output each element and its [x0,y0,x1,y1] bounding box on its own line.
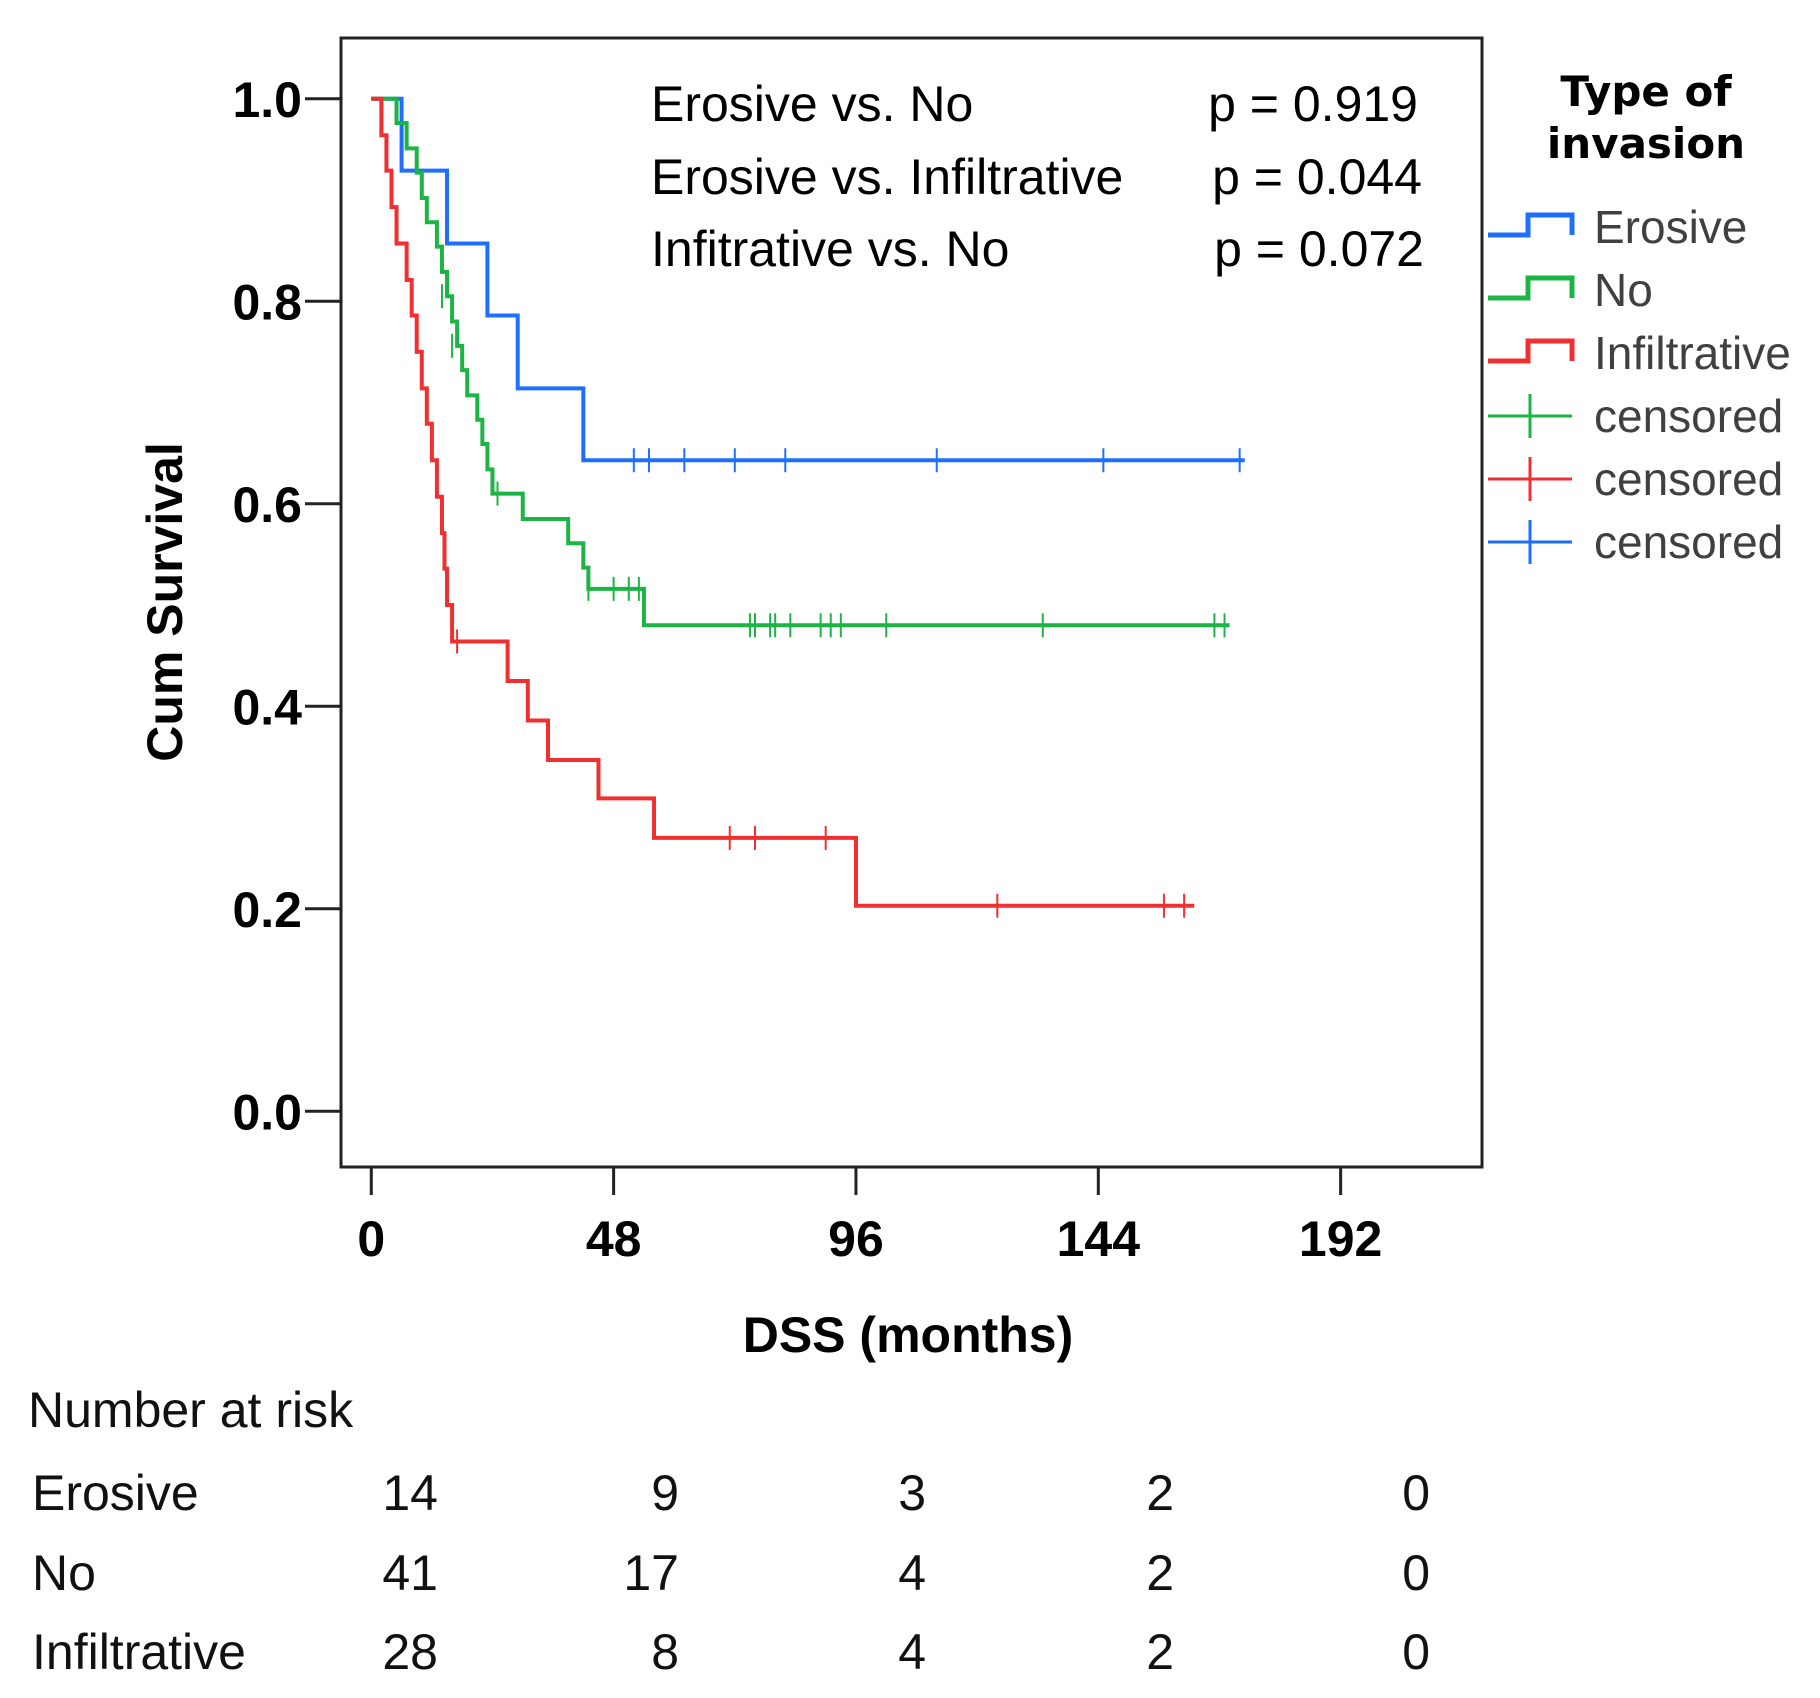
legend-label: censored [1594,516,1783,568]
annotation-p-value: p = 0.919 [1208,76,1418,132]
survival-curves [371,96,1245,908]
annotation-comparison: Erosive vs. No [651,76,973,132]
x-tick-label: 192 [1299,1211,1382,1267]
legend-label: censored [1594,453,1783,505]
legend-label: Erosive [1594,201,1747,253]
legend: Type of invasion Erosive No Infiltrative ce… [1488,67,1791,568]
legend-step-swatch [1488,212,1575,238]
p-value-annotations: Erosive vs. No p = 0.919 Erosive vs. Inf… [651,76,1424,277]
legend-step-swatch [1488,275,1575,301]
annotation-p-value: p = 0.072 [1214,221,1424,277]
annotation-comparison: Infitrative vs. No [651,221,1009,277]
y-tick-label: 0.4 [232,679,302,735]
x-tick-label: 48 [586,1211,642,1267]
legend-entry: censored [1488,453,1783,505]
legend-title-line2: invasion [1547,119,1745,168]
y-axis-label: Cum Survival [137,442,193,762]
legend-entry: No [1488,264,1653,316]
legend-label: censored [1594,390,1783,442]
legend-label: Infiltrative [1594,327,1791,379]
curve-no [371,96,1230,628]
y-tick-label: 0.6 [232,477,302,533]
annotation-comparison: Erosive vs. Infiltrative [651,149,1123,205]
plot-frame [339,36,1484,1169]
x-axis-label: DSS (months) [743,1307,1074,1363]
x-tick-label: 0 [357,1211,385,1267]
axis-ticks: 0 48 96 144 192 0.0 0.2 0.4 0.6 0.8 1.0 [232,72,1382,1267]
legend-label: No [1594,264,1653,316]
censor-marks [440,284,1241,918]
legend-entry: censored [1488,516,1783,568]
curve-infiltrative [371,96,1195,908]
annotation-p-value: p = 0.044 [1212,149,1422,205]
y-tick-label: 0.2 [232,882,302,938]
legend-step-swatch [1488,338,1575,364]
x-tick-label: 144 [1057,1211,1141,1267]
y-tick-label: 0.8 [232,274,302,330]
y-tick-label: 1.0 [232,72,302,128]
y-tick-label: 0.0 [232,1084,302,1140]
legend-title-line1: Type of [1560,67,1732,116]
legend-entry: Erosive [1488,201,1747,253]
legend-entry: Infiltrative [1488,327,1791,379]
curve-erosive [371,96,1245,463]
x-tick-label: 96 [828,1211,884,1267]
legend-entry: censored [1488,390,1783,442]
